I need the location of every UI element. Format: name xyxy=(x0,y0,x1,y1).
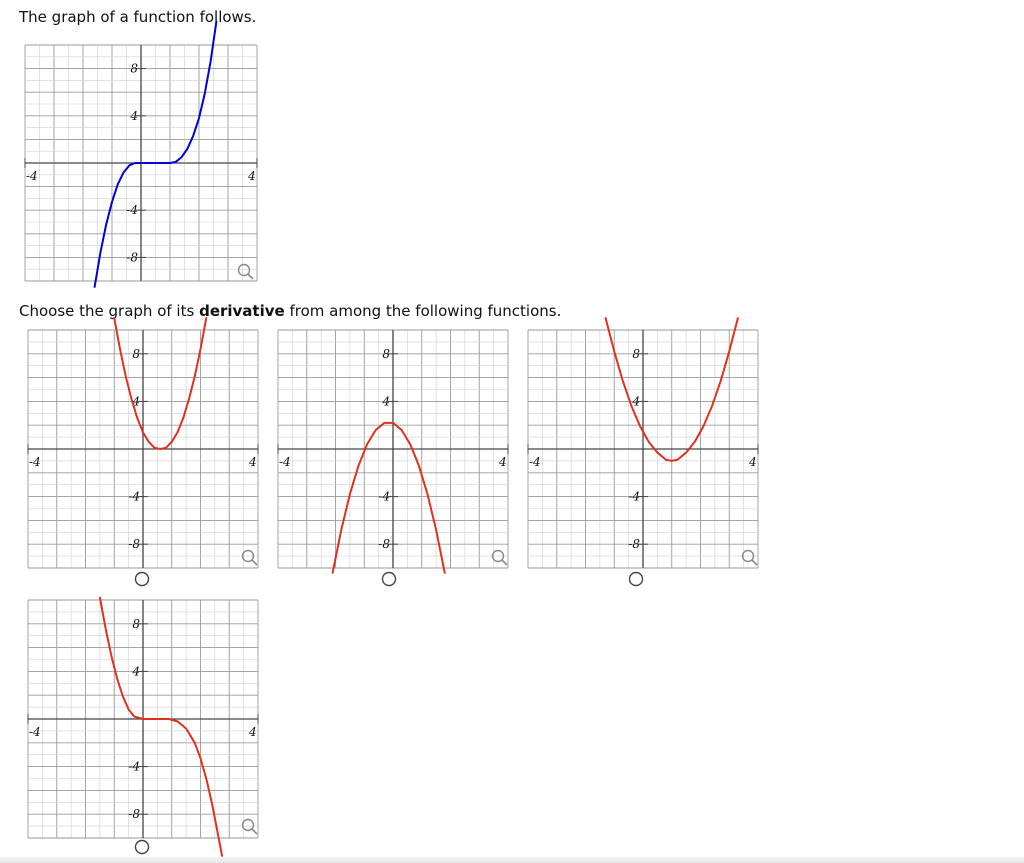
x-tick-label-right: 4 xyxy=(248,725,257,739)
function-curve xyxy=(93,20,218,288)
y-tick-label-4: 4 xyxy=(129,109,138,123)
x-tick-label-right: 4 xyxy=(498,455,507,469)
answer-option-c-graph: -4 4 8 4 -4 -8 xyxy=(527,317,759,569)
option-c-radio-circle-icon[interactable] xyxy=(627,570,645,588)
x-tick-label-left: -4 xyxy=(529,455,541,469)
instruction-text-end: from among the following functions. xyxy=(284,302,562,320)
x-tick-label-right: 4 xyxy=(248,455,257,469)
y-tick-label-8: 8 xyxy=(130,62,138,76)
answer-option-d-graph: -4 4 8 4 -4 -8 xyxy=(27,596,259,857)
y-tick-label-minus-4: -4 xyxy=(628,490,640,504)
question-intro-text: The graph of a function follows. xyxy=(19,8,257,26)
option-d-radio-circle-icon[interactable] xyxy=(133,838,151,856)
x-tick-label-left: -4 xyxy=(26,169,38,183)
zoom-original-magnifier-icon[interactable] xyxy=(236,262,256,282)
zoom-option-c-magnifier-icon[interactable] xyxy=(740,548,760,568)
function-curve xyxy=(98,596,224,857)
zoom-option-b-magnifier-icon[interactable] xyxy=(490,548,510,568)
answer-option-b-graph: -4 4 8 4 -4 -8 xyxy=(277,329,509,574)
y-tick-label-minus-4: -4 xyxy=(128,760,140,774)
y-tick-label-4: 4 xyxy=(381,394,390,408)
y-tick-label-minus-8: -8 xyxy=(628,537,640,551)
y-tick-label-8: 8 xyxy=(632,347,640,361)
x-tick-label-left: -4 xyxy=(29,725,41,739)
y-tick-label-minus-4: -4 xyxy=(128,490,140,504)
zoom-option-a-magnifier-icon[interactable] xyxy=(240,548,260,568)
y-tick-label-8: 8 xyxy=(382,347,390,361)
y-tick-label-minus-4: -4 xyxy=(126,203,138,217)
instruction-text-bold: derivative xyxy=(199,302,285,320)
page-bottom-edge xyxy=(0,857,1024,863)
y-tick-label-4: 4 xyxy=(131,664,140,678)
function-curve xyxy=(113,317,208,450)
zoom-option-d-magnifier-icon[interactable] xyxy=(240,817,260,837)
option-a-radio-circle-icon[interactable] xyxy=(133,570,151,588)
x-tick-label-right: 4 xyxy=(748,455,757,469)
y-tick-label-minus-4: -4 xyxy=(378,490,390,504)
y-tick-label-minus-8: -8 xyxy=(378,537,390,551)
y-tick-label-minus-8: -8 xyxy=(126,250,138,264)
y-tick-label-4: 4 xyxy=(631,394,640,408)
y-tick-label-8: 8 xyxy=(132,617,140,631)
original-function-graph: -4 4 8 4 -4 -8 xyxy=(24,20,258,288)
answer-option-a-graph: -4 4 8 4 -4 -8 xyxy=(27,317,259,569)
y-tick-label-minus-8: -8 xyxy=(128,537,140,551)
instruction-text-start: Choose the graph of its xyxy=(19,302,200,320)
function-curve xyxy=(331,421,446,574)
question-instruction-text: Choose the graph of its derivative from … xyxy=(19,302,561,320)
function-curve xyxy=(604,317,739,462)
y-tick-label-minus-8: -8 xyxy=(128,807,140,821)
option-b-radio-circle-icon[interactable] xyxy=(380,570,398,588)
y-tick-label-8: 8 xyxy=(132,347,140,361)
y-tick-label-4: 4 xyxy=(131,394,140,408)
x-tick-label-left: -4 xyxy=(29,455,41,469)
x-tick-label-right: 4 xyxy=(247,169,256,183)
x-tick-label-left: -4 xyxy=(279,455,291,469)
